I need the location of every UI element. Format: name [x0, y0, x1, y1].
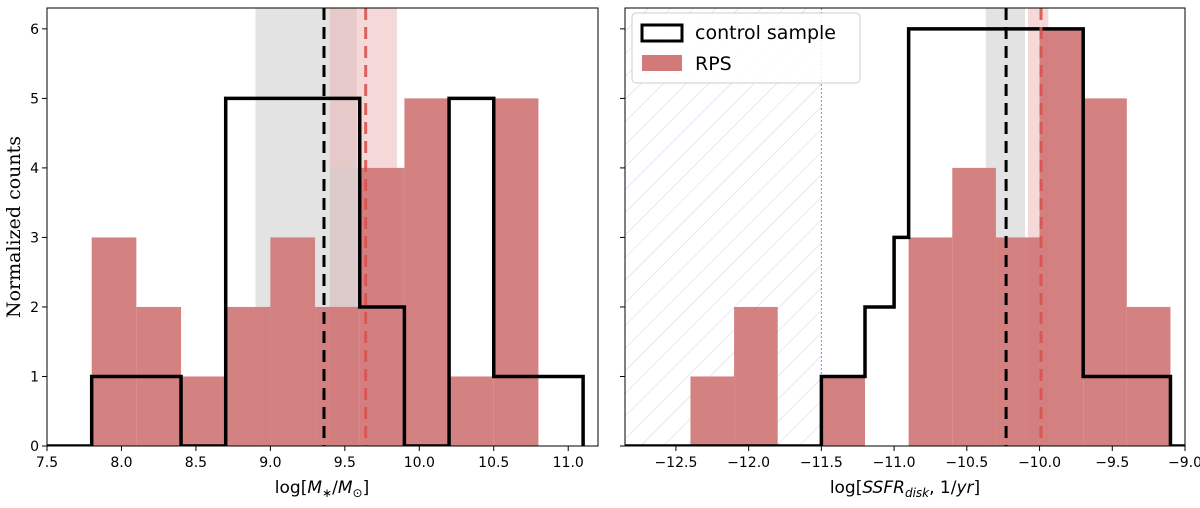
legend-rps-label: RPS [695, 53, 732, 75]
rps-bar [270, 237, 316, 446]
y-tick-label: 1 [30, 369, 39, 385]
rps-bar [225, 306, 271, 446]
legend-rps-swatch [642, 55, 682, 71]
mass-histogram-panel [47, 8, 585, 446]
y-tick-label: 0 [30, 439, 39, 455]
mass-x-axis-label: log[M∗/M⊙] [275, 478, 369, 500]
x-tick-label: −11.5 [800, 455, 843, 471]
y-tick-label: 5 [30, 91, 39, 107]
rps-bar [181, 376, 226, 446]
legend-control-label: control sample [695, 22, 836, 44]
x-tick-label: −9.0 [1168, 455, 1200, 471]
x-tick-label: −12.0 [727, 455, 770, 471]
y-tick-label: 2 [30, 300, 39, 316]
y-axis-label: Normalized counts [3, 136, 25, 318]
rps-bar [995, 237, 1040, 446]
rps-bar [404, 98, 450, 446]
x-tick-label: 10.0 [404, 455, 435, 471]
rps-bar [449, 376, 494, 446]
x-tick-label: 10.5 [478, 455, 509, 471]
y-tick-label: 4 [30, 161, 39, 177]
control-histogram-step [47, 96, 585, 446]
mass-panel-axes: 7.5 8.0 8.5 9.0 9.5 10.0 10.5 11.0 0 1 2 3 4 5 6 [30, 22, 584, 471]
ssfr-panel-frame [624, 7, 1186, 447]
x-tick-label: −12.5 [654, 455, 697, 471]
y-tick-label: 3 [30, 230, 39, 246]
x-tick-label: 8.0 [110, 455, 132, 471]
rps-bar [91, 237, 137, 446]
legend: control sample RPS [631, 12, 861, 84]
legend-box [631, 12, 861, 84]
rps-bar [1083, 98, 1127, 446]
rps-bar [821, 376, 865, 446]
x-tick-label: 8.5 [185, 455, 207, 471]
x-tick-label: 9.0 [259, 455, 281, 471]
control-histogram-step [625, 27, 1185, 446]
x-tick-label: 9.5 [334, 455, 356, 471]
rps-bar [315, 306, 360, 446]
ssfr-x-axis-label: log[SSFRdisk, 1/yr] [830, 478, 980, 500]
x-tick-label: −11.0 [873, 455, 916, 471]
x-tick-label: 11.0 [553, 455, 584, 471]
y-tick-label: 6 [30, 22, 39, 38]
rps-bar [493, 98, 539, 446]
legend-control-swatch [640, 23, 684, 43]
rps-bar [690, 376, 735, 446]
x-tick-label: 7.5 [36, 455, 58, 471]
rps-bar [952, 167, 996, 446]
rps-bar [1039, 28, 1084, 446]
mass-panel-frame [46, 7, 599, 447]
ssfr-panel-axes: −12.5 −12.0 −11.5 −11.0 −10.5 −10.0 −9.5 −9.0 [620, 28, 1200, 471]
x-tick-label: −9.5 [1095, 455, 1129, 471]
rps-bar [734, 306, 778, 446]
rps-bar [908, 237, 953, 446]
x-tick-label: −10.0 [1018, 455, 1061, 471]
x-tick-label: −10.5 [945, 455, 988, 471]
